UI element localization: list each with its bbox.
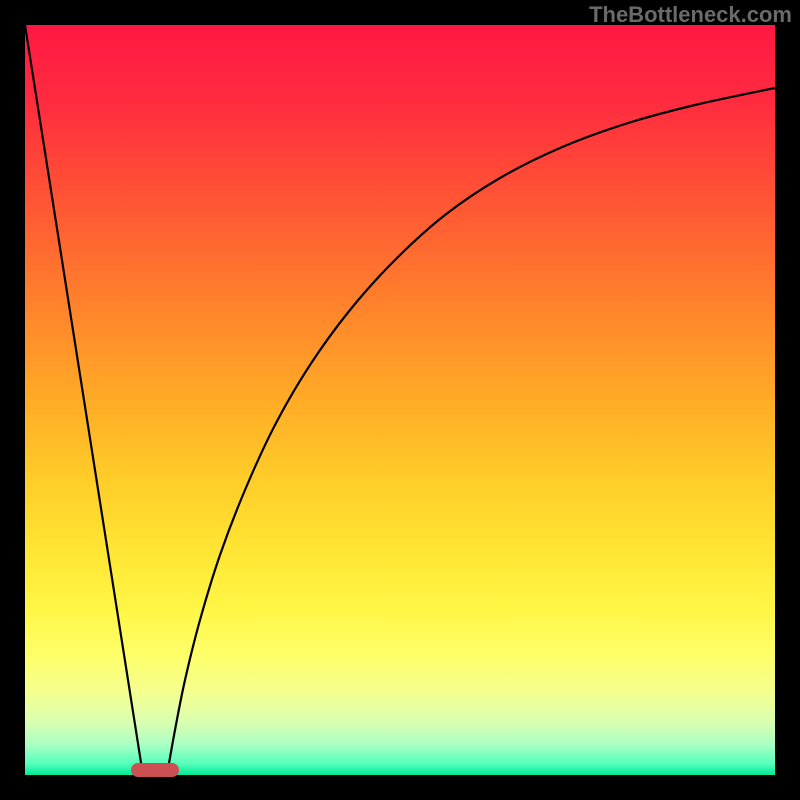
chart-container: TheBottleneck.com	[0, 0, 800, 800]
optimal-marker	[131, 763, 179, 777]
chart-plot-area	[25, 25, 775, 775]
bottleneck-chart	[0, 0, 800, 800]
watermark-text: TheBottleneck.com	[589, 2, 792, 28]
